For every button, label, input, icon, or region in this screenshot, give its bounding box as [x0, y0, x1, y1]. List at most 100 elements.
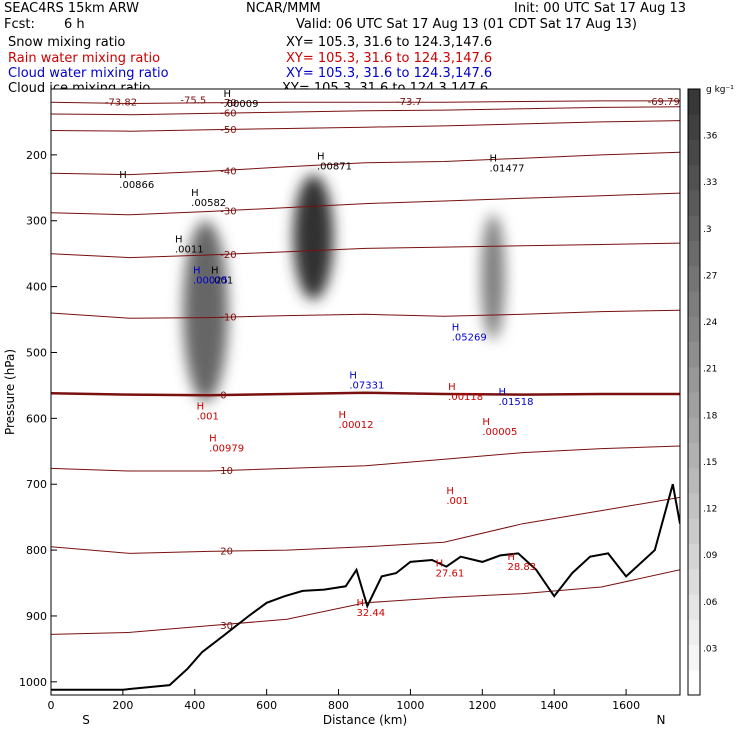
colorbar-step-3 [688, 594, 700, 620]
snow-max-value-0: .00866 [119, 180, 154, 191]
colorbar-step-7 [688, 493, 700, 519]
colorbar-unit: g kg⁻¹ [706, 85, 734, 95]
shaded-column-1 [293, 174, 334, 300]
colorbar-step-10 [688, 417, 700, 443]
colorbar-step-8 [688, 467, 700, 494]
isotherm-label-10: 10 [220, 466, 233, 477]
snow-max-marker-6: H [224, 89, 232, 100]
rain-max-marker-8: H [357, 598, 365, 609]
colorbar-step-23 [688, 89, 700, 115]
isotherm-20 [51, 496, 680, 554]
colorbar-label-5: .18 [703, 411, 718, 421]
top-value-2: -73.7 [396, 97, 422, 108]
init-time: Init: 00 UTC Sat 17 Aug 13 [514, 1, 687, 16]
y-tick-label-200: 200 [26, 149, 47, 162]
colorbar-label-10: .33 [703, 178, 717, 188]
colorbar-step-22 [688, 114, 700, 140]
cloud-water-max-value-2: .05269 [452, 333, 487, 344]
rain-max-marker-3: H [448, 382, 456, 393]
cloud-water-max-value-0: .00025 [193, 275, 228, 286]
rain-max-value-7: 28.83 [507, 562, 536, 573]
colorbar-step-14 [688, 316, 700, 342]
model-name: SEAC4RS 15km ARW [4, 1, 140, 16]
isotherm--30 [51, 192, 680, 216]
x-tick-label-400: 400 [184, 699, 205, 712]
x-axis-start-label: S [82, 713, 90, 727]
rain-max-value-4: .001 [446, 496, 468, 507]
colorbar-label-2: .09 [703, 551, 718, 561]
isotherm--20 [51, 242, 680, 259]
colorbar-step-21 [688, 139, 700, 166]
shaded-column-0 [183, 220, 229, 402]
isotherm-label--70: -70 [220, 98, 236, 109]
rain-max-value-0: .001 [197, 412, 219, 423]
colorbar-label-4: .15 [703, 458, 717, 468]
colorbar-frame [687, 88, 701, 696]
x-axis-title: Distance (km) [323, 713, 407, 727]
colorbar-step-17 [688, 240, 700, 267]
x-tick-label-1200: 1200 [468, 699, 496, 712]
y-tick-label-500: 500 [26, 346, 47, 359]
y-tick-label-800: 800 [26, 544, 47, 557]
field-cloud-water-xy: XY= 105.3, 31.6 to 124.3,147.6 [286, 66, 493, 81]
rain-max-value-3: .00118 [448, 392, 483, 403]
cloud-water-max-marker-0: H [193, 265, 201, 276]
isotherm-10 [51, 445, 680, 472]
rain-max-value-6: 27.61 [436, 568, 465, 579]
isotherm--50 [51, 120, 680, 132]
snow-max-marker-1: H [191, 188, 199, 199]
x-axis-end-label: N [657, 713, 666, 727]
isotherm-label--10: -10 [220, 313, 236, 324]
colorbar-step-16 [688, 265, 700, 292]
colorbar-step-4 [688, 568, 700, 595]
y-tick-label-1000: 1000 [19, 676, 47, 689]
y-tick-label-400: 400 [26, 281, 47, 294]
center-name: NCAR/MMM [246, 1, 321, 16]
isotherm--40 [51, 151, 680, 176]
rain-max-marker-1: H [209, 433, 217, 444]
isotherm--70 [51, 100, 680, 105]
colorbar-step-18 [688, 215, 700, 241]
rain-max-value-1: .00979 [209, 443, 244, 454]
snow-max-value-5: .01477 [490, 163, 525, 174]
x-tick-label-1000: 1000 [396, 699, 424, 712]
rain-max-value-8: 32.44 [357, 608, 386, 619]
plot-frame [50, 88, 681, 696]
snow-max-marker-4: H [317, 151, 325, 162]
top-value-1: -75.5 [180, 95, 206, 106]
colorbar-step-5 [688, 543, 700, 570]
colorbar-step-6 [688, 518, 700, 544]
isotherm-label-20: 20 [220, 546, 233, 557]
field-snow-xy: XY= 105.3, 31.6 to 124.3,147.6 [286, 35, 493, 50]
rain-max-marker-0: H [197, 402, 205, 413]
snow-max-value-6: .00009 [224, 99, 259, 110]
snow-max-marker-5: H [490, 153, 498, 164]
colorbar-step-13 [688, 341, 700, 368]
colorbar-label-0: .03 [703, 644, 717, 654]
colorbar-step-0 [688, 669, 700, 696]
y-tick-label-600: 600 [26, 412, 47, 425]
snow-max-value-1: .00582 [191, 198, 226, 209]
colorbar-label-9: .3 [703, 225, 712, 235]
colorbar-step-11 [688, 392, 700, 418]
colorbar-step-19 [688, 190, 700, 216]
fcst-value: 6 h [64, 17, 85, 32]
fcst-label: Fcst: [4, 17, 35, 32]
isotherm-label--20: -20 [220, 250, 236, 261]
colorbar-label-1: .06 [703, 598, 718, 608]
rain-max-marker-2: H [339, 410, 347, 421]
field-snow-name: Snow mixing ratio [8, 35, 126, 50]
isotherm-label--40: -40 [220, 166, 236, 177]
rain-max-value-2: .00012 [339, 420, 374, 431]
colorbar-label-11: .36 [703, 132, 718, 142]
snow-max-marker-2: H [175, 234, 183, 245]
snow-max-value-3: .001 [211, 275, 233, 286]
cloud-water-max-value-1: .07331 [349, 381, 384, 392]
isotherm--60 [51, 106, 680, 116]
isotherm-label-0: 0 [220, 390, 226, 401]
colorbar-label-6: .21 [703, 365, 717, 375]
colorbar: .03 .06 .09 .12 .15 .18 .21 .24 .27 .3 .33 .36 [687, 88, 718, 696]
y-tick-label-900: 900 [26, 610, 47, 623]
x-tick-label-1400: 1400 [540, 699, 568, 712]
